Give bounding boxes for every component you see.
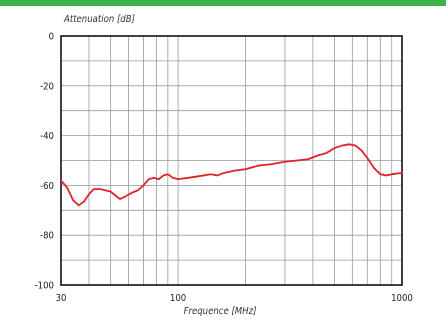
x-tick-label: 30: [56, 293, 67, 304]
x-tick-label: 1000: [391, 293, 413, 304]
x-tick-label: 100: [170, 293, 186, 304]
y-tick-label: -20: [40, 81, 54, 92]
y-tick-label: -40: [40, 131, 54, 142]
grid-lines: [60, 35, 403, 286]
attenuation-curve: [60, 143, 403, 207]
plot-frame: [60, 35, 403, 286]
y-tick-label: -80: [40, 231, 54, 242]
y-tick-label: -100: [35, 281, 54, 292]
y-tick-label: 0: [49, 32, 54, 43]
top-band: [0, 0, 446, 6]
x-axis-label: Frequence [MHz]: [184, 306, 257, 317]
y-axis-label: Attenuation [dB]: [63, 14, 135, 25]
y-tick-label: -60: [40, 181, 54, 192]
